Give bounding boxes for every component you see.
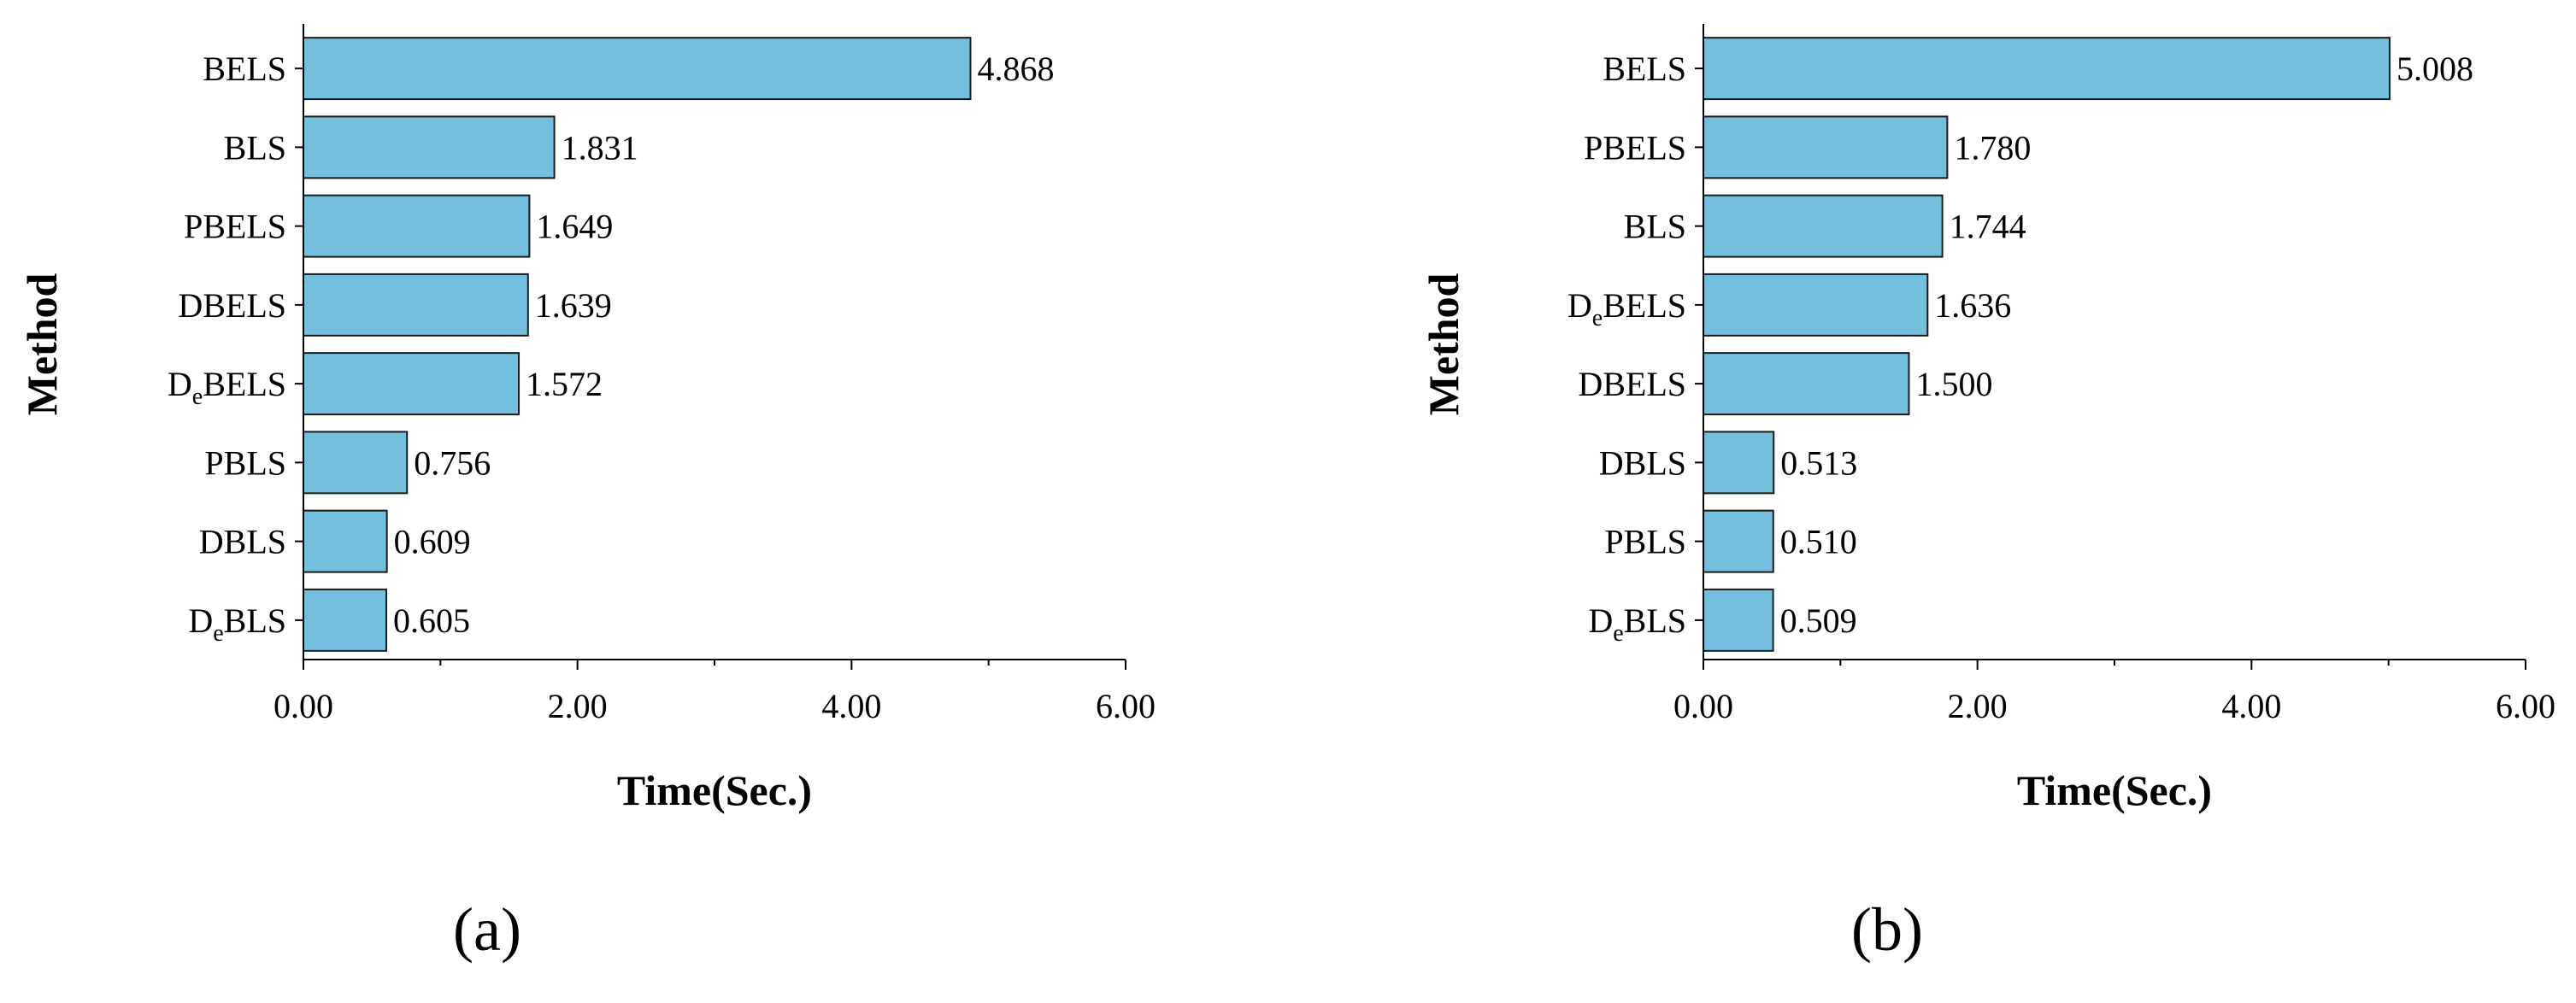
category-label: DBLS (199, 523, 286, 561)
category-label-base: DBELS (178, 286, 286, 325)
x-tick-label: 4.00 (2221, 687, 2281, 725)
category-label: DBELS (1578, 365, 1686, 403)
bar (303, 273, 529, 337)
category-label-tail: BLS (1624, 601, 1686, 640)
category-label-base: D (168, 365, 192, 403)
category-label-base: BLS (1624, 208, 1686, 246)
x-tick-label: 0.00 (1673, 687, 1733, 725)
category-label-base: D (1588, 601, 1613, 640)
bar (1703, 431, 1775, 495)
panel-a-chart: 4.868BELS1.831BLS1.649PBELS1.639DBELS1.5… (18, 24, 1156, 964)
panel-label: (a) (453, 895, 521, 964)
category-label-base: BELS (1603, 50, 1686, 88)
category-label: DeBLS (188, 601, 286, 647)
x-tick-label: 4.00 (821, 687, 881, 725)
category-label: DeBELS (1567, 286, 1686, 331)
bar (303, 431, 409, 495)
value-label: 1.636 (1934, 286, 2011, 325)
category-label-subscript: e (1592, 305, 1603, 331)
category-label: PBELS (1584, 128, 1686, 167)
x-tick-label: 2.00 (1948, 687, 2008, 725)
bar (303, 37, 972, 101)
category-label-base: DBLS (1599, 443, 1686, 482)
y-axis-title: Method (18, 273, 66, 415)
value-label: 1.500 (1916, 365, 1993, 403)
bar (1703, 352, 1910, 416)
y-axis-title: Method (1420, 273, 1467, 415)
value-label: 1.831 (562, 128, 638, 167)
category-label-base: D (188, 601, 213, 640)
bar (1703, 194, 1944, 258)
value-label: 0.510 (1780, 523, 1857, 561)
category-label-tail: BLS (224, 601, 286, 640)
category-label-base: PBELS (184, 208, 286, 246)
category-label-base: DBELS (1578, 365, 1686, 403)
category-label: BELS (203, 50, 286, 88)
bar (1703, 509, 1774, 573)
value-label: 0.605 (393, 601, 470, 640)
category-label-base: PBLS (1604, 523, 1686, 561)
value-label: 0.756 (414, 443, 491, 482)
bar (1703, 115, 1949, 179)
value-label: 4.868 (978, 50, 1055, 88)
value-label: 0.513 (1780, 443, 1857, 482)
bar (303, 115, 556, 179)
x-axis-title: Time(Sec.) (617, 766, 812, 814)
category-label-base: D (1567, 286, 1592, 325)
bar (303, 194, 531, 258)
category-label: PBLS (204, 443, 286, 482)
category-label: BLS (1624, 208, 1686, 246)
value-label: 0.609 (394, 523, 471, 561)
value-label: 5.008 (2397, 50, 2473, 88)
category-label: PBLS (1604, 523, 1686, 561)
value-label: 1.649 (536, 208, 613, 246)
x-axis-title: Time(Sec.) (2017, 766, 2212, 814)
category-label-base: BELS (203, 50, 286, 88)
category-label-base: PBLS (204, 443, 286, 482)
bar (303, 509, 388, 573)
category-label: DBLS (1599, 443, 1686, 482)
bar (1703, 588, 1774, 652)
value-label: 1.572 (526, 365, 603, 403)
category-label-base: DBLS (199, 523, 286, 561)
category-label: PBELS (184, 208, 286, 246)
category-label-tail: BELS (1603, 286, 1686, 325)
category-label-subscript: e (192, 384, 203, 410)
x-tick-label: 6.00 (1096, 687, 1156, 725)
value-label: 0.509 (1780, 601, 1857, 640)
bar (1703, 37, 2391, 101)
x-tick-label: 0.00 (273, 687, 333, 725)
category-label-subscript: e (1613, 620, 1623, 647)
category-label: DeBLS (1588, 601, 1686, 647)
category-label: DeBELS (168, 365, 286, 410)
value-label: 1.744 (1950, 208, 2026, 246)
category-label-base: PBELS (1584, 128, 1686, 167)
category-label: DBELS (178, 286, 286, 325)
bar (303, 588, 388, 652)
value-label: 1.780 (1954, 128, 2031, 167)
category-label-tail: BELS (203, 365, 286, 403)
bar (303, 352, 520, 416)
x-tick-label: 2.00 (548, 687, 608, 725)
panel-b-chart: 5.008BELS1.780PBELS1.744BLS1.636DeBELS1.… (1420, 24, 2555, 964)
category-label-subscript: e (213, 620, 223, 647)
x-tick-label: 6.00 (2496, 687, 2555, 725)
value-label: 1.639 (535, 286, 612, 325)
bar (1703, 273, 1929, 337)
category-label: BLS (224, 128, 286, 167)
category-label: BELS (1603, 50, 1686, 88)
category-label-base: BLS (224, 128, 286, 167)
panel-label: (b) (1851, 895, 1923, 964)
